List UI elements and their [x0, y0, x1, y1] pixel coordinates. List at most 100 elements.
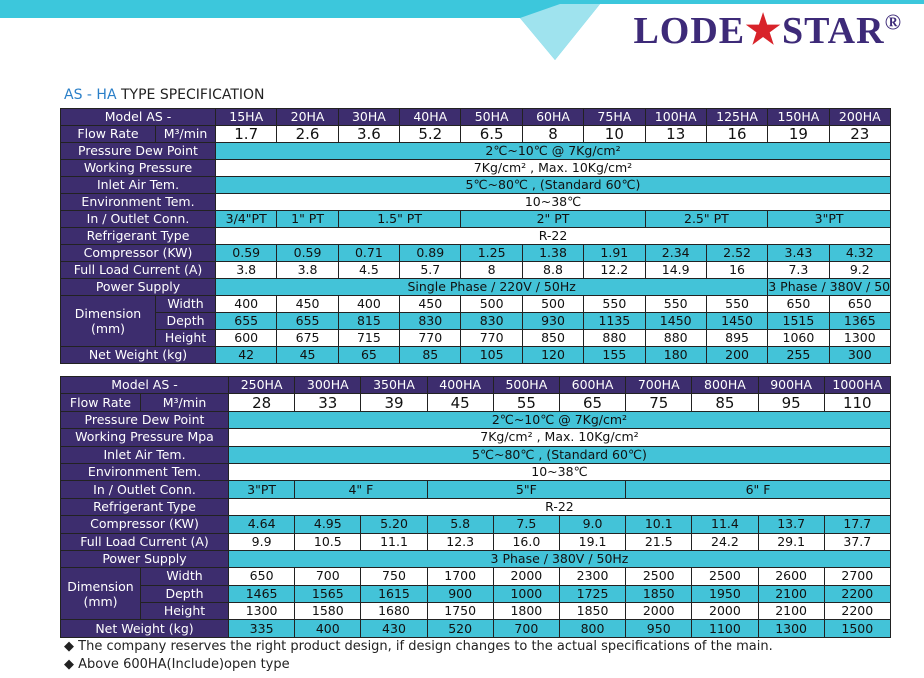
model-name: 250HA: [228, 375, 296, 395]
cell: 11.1: [360, 532, 428, 551]
row-label: Inlet Air Tem.: [59, 176, 217, 194]
cell: 1580: [294, 602, 362, 621]
cell: 1500: [823, 619, 891, 638]
row-label: Inlet Air Tem.: [59, 445, 230, 464]
cell: 2600: [757, 567, 825, 586]
row-label: Depth: [139, 584, 230, 604]
model-name: 300HA: [294, 375, 362, 395]
model-name: 50HA: [460, 108, 523, 126]
row: Flow Rate M³/min 1.7 2.6 3.6 5.2 6.5 8 10 13 16 19 2…: [60, 125, 891, 143]
note-text: The company reserves the right product d…: [78, 639, 773, 654]
cell: 9.0: [558, 515, 627, 534]
cell: R-22: [215, 227, 891, 245]
cell: 5℃~80℃ , (Standard 60℃): [228, 445, 891, 464]
cell: 23: [828, 125, 891, 143]
cell: 1615: [360, 584, 428, 604]
cell: 5.8: [426, 515, 494, 534]
row-label: Refrigerant Type: [59, 227, 217, 245]
cell: 2300: [558, 567, 627, 586]
cell: 3 Phase / 380V / 50Hz: [767, 278, 891, 296]
cell: 85: [399, 346, 462, 364]
row-label: Flow Rate: [60, 125, 156, 143]
cell: 700: [294, 567, 362, 586]
cell: 7Kg/cm² , Max. 10Kg/cm²: [228, 428, 891, 447]
row: Inlet Air Tem. 5℃~80℃ , (Standard 60℃): [59, 176, 891, 194]
row-label: Flow Rate: [60, 393, 141, 412]
cell: 180: [644, 346, 707, 364]
cell: 2.52: [705, 244, 769, 262]
logo: LODE★STAR®: [633, 7, 902, 52]
cell: 65: [558, 393, 627, 412]
cell: 2100: [757, 584, 825, 604]
cell: 7Kg/cm² , Max. 10Kg/cm²: [215, 159, 891, 177]
row: Net Weight (kg) 335 400 430 520 700 800 950 1100…: [59, 619, 891, 638]
cell: 450: [399, 295, 462, 313]
cell: 3.8: [215, 261, 278, 279]
banner-wedge: [520, 4, 600, 60]
cell: 520: [426, 619, 494, 638]
note: ◆ The company reserves the right product…: [64, 639, 773, 654]
row: In / Outlet Conn. 3/4"PT 1" PT 1.5" PT 2" PT…: [59, 210, 891, 228]
cell: 1750: [426, 602, 494, 621]
row: Environment Tem. 10~38℃: [59, 193, 891, 211]
cell: 28: [228, 393, 296, 412]
cell: 830: [399, 312, 462, 330]
cell: 2" PT: [460, 210, 646, 228]
cell: 16: [705, 261, 769, 279]
sub-row: Depth 655 655 815 830 830 930 1135 1450 1450 1515 1…: [61, 312, 891, 330]
model-name: 30HA: [337, 108, 401, 126]
cell: 1725: [558, 584, 627, 604]
cell: 9.9: [228, 532, 296, 551]
cell: 42: [215, 346, 278, 364]
row-unit: M³/min: [154, 125, 217, 143]
row: Compressor (KW) 4.64 4.95 5.20 5.8 7.5 9.0 10.1…: [59, 515, 891, 534]
model-name: 500HA: [492, 375, 560, 395]
row-label: Width: [139, 567, 230, 586]
cell: 19.1: [558, 532, 627, 551]
cell: 1450: [644, 312, 707, 330]
cell: 45: [426, 393, 494, 412]
model-name: 40HA: [399, 108, 462, 126]
cell: 1850: [625, 584, 693, 604]
cell: 2000: [492, 567, 560, 586]
cell: 3"PT: [767, 210, 891, 228]
logo-right: STAR: [782, 10, 885, 52]
cell: 7.5: [492, 515, 560, 534]
cell: 1365: [828, 312, 891, 330]
row-label: Net Weight (kg): [59, 346, 217, 364]
sub-row: Depth 1465 1565 1615 900 1000 1725 1850 1950 2100…: [61, 584, 891, 604]
cell: 0.59: [215, 244, 278, 262]
cell: 930: [521, 312, 585, 330]
cell: 1700: [426, 567, 494, 586]
row: Refrigerant Type R-22: [59, 497, 891, 517]
row: Environment Tem. 10~38℃: [59, 462, 891, 482]
model-name: 800HA: [691, 375, 759, 395]
cell: 430: [360, 619, 428, 638]
cell: 650: [767, 295, 830, 313]
cell: 2℃~10℃ @ 7Kg/cm²: [215, 142, 891, 160]
cell: 2.5" PT: [644, 210, 769, 228]
row-label: Full Load Current (A): [59, 261, 217, 279]
title-prefix: AS - HA: [64, 87, 117, 103]
row-label: Power Supply: [59, 549, 230, 569]
row: Full Load Current (A) 9.9 10.5 11.1 12.3 16.0…: [59, 532, 891, 551]
cell: 8.8: [521, 261, 585, 279]
cell: 3"PT: [228, 480, 296, 499]
cell: 1100: [691, 619, 759, 638]
cell: 830: [460, 312, 523, 330]
row-label: Height: [154, 329, 217, 347]
header-row: Model AS -15HA 20HA 30HA 40HA 50HA 60HA 75HA 10…: [59, 108, 891, 126]
row: Power Supply 3 Phase / 380V / 50Hz: [59, 549, 891, 569]
spec-table: Model AS -15HA 20HA 30HA 40HA 50HA 60HA 75HA 10…: [59, 108, 891, 364]
cell: 1.91: [583, 244, 646, 262]
cell: 400: [294, 619, 362, 638]
model-name: 600HA: [558, 375, 627, 395]
cell: 13.7: [757, 515, 825, 534]
cell: 5.7: [399, 261, 462, 279]
cell: 45: [276, 346, 339, 364]
cell: 655: [276, 312, 339, 330]
cell: 550: [583, 295, 646, 313]
row: Net Weight (kg) 42 45 65 85 105 120 155 180 200 25…: [59, 346, 891, 364]
cell: 12.3: [426, 532, 494, 551]
sub-row: Height 600 675 715 770 770 850 880 880 895 1060 130…: [61, 329, 891, 347]
